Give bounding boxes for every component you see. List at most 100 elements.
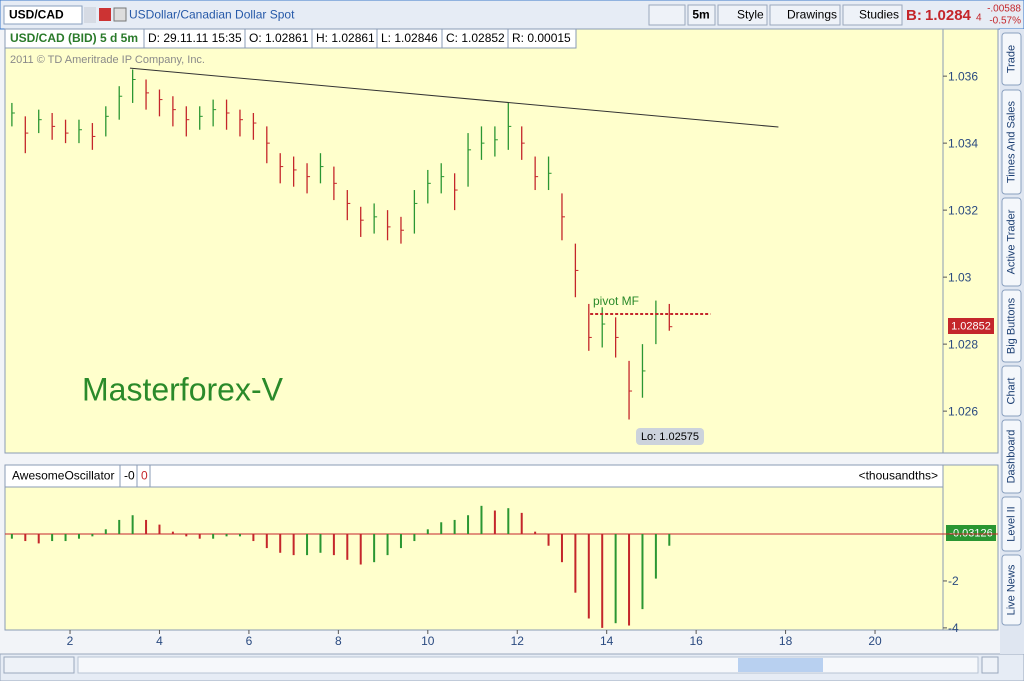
symbol-description: USDollar/Canadian Dollar Spot (129, 8, 295, 22)
link-icon[interactable] (99, 8, 111, 21)
bid-pip: 4 (976, 13, 982, 24)
oscillator-bar (145, 519, 148, 535)
oscillator-bar (332, 534, 335, 556)
side-tab[interactable] (1001, 419, 1022, 494)
oscillator-bar (467, 515, 470, 535)
side-tab[interactable] (1001, 554, 1022, 626)
oscillator-bar (480, 505, 483, 535)
dropdown[interactable] (84, 7, 96, 23)
y-tick-label: 1.028 (948, 337, 978, 351)
oscillator-last: -0.03126 (949, 527, 992, 539)
symbol-box[interactable] (3, 5, 83, 25)
oscillator-bar (118, 519, 121, 535)
side-tabs: Trade Times And Sales Active Trader Big But… (1000, 29, 1024, 654)
side-tab[interactable] (1001, 496, 1022, 552)
bid-label: B: (906, 7, 922, 24)
side-tab-label: Trade (1005, 45, 1017, 73)
oscillator-bar (37, 534, 40, 544)
oscillator-bar (225, 534, 228, 537)
oscillator-bar (279, 534, 282, 553)
drawings-button[interactable] (769, 4, 841, 26)
header-high: H: 1.02861 (316, 31, 375, 45)
studies-button[interactable] (842, 4, 903, 26)
oscillator-bar (453, 519, 456, 535)
pct-change: -0.57% (989, 16, 1021, 27)
timeframe-button[interactable] (687, 4, 716, 26)
x-tick-label: 4 (156, 634, 163, 648)
watermark: Masterforex-V (82, 371, 284, 407)
grid-icon[interactable] (113, 7, 127, 22)
y-tick-label: 1.032 (948, 203, 978, 217)
header-open: O: 1.02861 (249, 31, 309, 45)
studies[interactable]: Studies (859, 8, 899, 22)
oscillator-bar (24, 534, 27, 542)
timeframe[interactable]: 5m (692, 8, 709, 22)
zoom-tools[interactable] (3, 656, 75, 674)
oscillator-bar (171, 531, 174, 535)
side-tab[interactable] (1001, 289, 1022, 363)
scrollbar[interactable] (77, 656, 979, 674)
scroll-thumb[interactable] (738, 658, 823, 672)
header-range: R: 0.00015 (512, 31, 571, 45)
x-tick-label: 18 (779, 634, 793, 648)
side-tab[interactable] (1001, 365, 1022, 417)
oscillator-bar (399, 534, 402, 549)
y-tick-label: 1.03 (948, 270, 972, 284)
low-bubble (636, 428, 704, 445)
symbol[interactable]: USD/CAD (9, 8, 64, 22)
oscillator-bar (493, 510, 496, 535)
oscillator-bar (292, 534, 295, 556)
side-tab-label: Level II (1005, 506, 1017, 541)
oscillator-bar (91, 534, 94, 537)
side-tab-label: Times And Sales (1005, 100, 1017, 183)
side-tab[interactable] (1001, 32, 1022, 86)
last-price-tag (948, 318, 994, 334)
style[interactable]: Style (737, 8, 764, 22)
oscillator-bar (440, 522, 443, 535)
oscillator-bar (319, 534, 322, 553)
oscillator-bar (668, 534, 671, 546)
oscillator-bar (601, 534, 604, 628)
bid-price: 1.0284 (925, 7, 972, 24)
oscillator-bar (77, 534, 80, 539)
x-tick-label: 6 (246, 634, 253, 648)
oscillator-bar (641, 534, 644, 610)
side-tab-label: Live News (1005, 564, 1017, 615)
x-tick-label: 20 (868, 634, 882, 648)
style-button[interactable] (717, 4, 768, 26)
x-tick-label: 2 (67, 634, 74, 648)
oscillator-bar (131, 515, 134, 535)
x-tick-label: 8 (335, 634, 342, 648)
oscillator-bar (574, 534, 577, 593)
scroll-expand[interactable] (981, 656, 999, 674)
side-tab[interactable] (1001, 89, 1022, 195)
oscillator-bar (654, 534, 657, 579)
header-bar (4, 28, 577, 49)
drawings[interactable]: Drawings (787, 8, 837, 22)
price-axis (942, 28, 999, 454)
y-tick-label: -4 (948, 621, 959, 635)
x-tick-label: 10 (421, 634, 435, 648)
oscillator-bar (158, 524, 161, 535)
oscillator-bar (426, 529, 429, 535)
oscillator-signal: 0 (141, 469, 148, 483)
oscillator-bar (628, 534, 631, 626)
trendline (129, 67, 779, 128)
oscillator-tag (946, 525, 996, 541)
side-tab-label: Big Buttons (1005, 297, 1017, 354)
header-low: L: 1.02846 (381, 31, 438, 45)
header-close: C: 1.02852 (446, 31, 505, 45)
oscillator-title: AwesomeOscillator (12, 469, 114, 483)
oscillator-bar (386, 534, 389, 556)
oscillator-bar (359, 534, 362, 565)
oscillator-bar (212, 534, 215, 539)
oscillator-bar (64, 534, 67, 542)
oscillator-bar (238, 534, 241, 537)
oscillator-header (4, 464, 944, 488)
tool-buttons[interactable] (648, 4, 686, 26)
side-tab-label: Dashboard (1005, 430, 1017, 484)
oscillator-bar (507, 508, 510, 535)
oscillator-bar (252, 534, 255, 542)
side-tab[interactable] (1001, 197, 1022, 287)
